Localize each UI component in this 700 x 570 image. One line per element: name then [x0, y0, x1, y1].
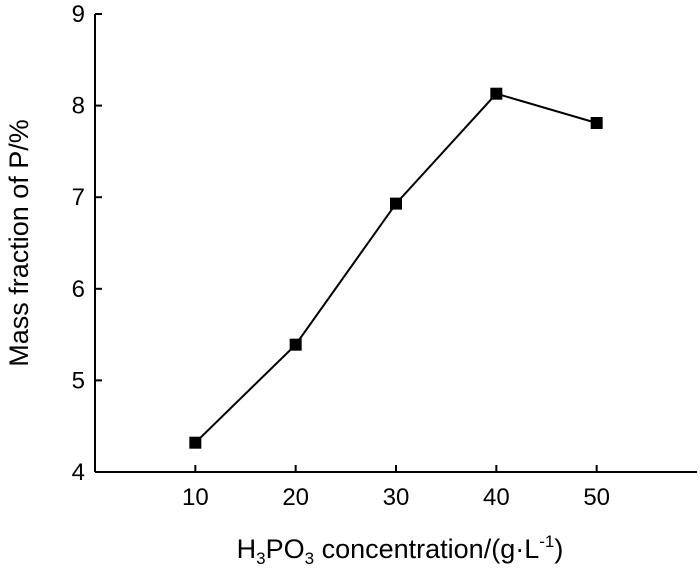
y-tick-label: 5 [72, 367, 85, 394]
axes: 4 5 6 7 8 9 10 20 30 40 50 [72, 1, 697, 511]
x-axis-title-part: 3 [305, 549, 314, 568]
y-axis-title: Mass fraction of P/% [4, 119, 34, 367]
x-axis-title: H3PO3 concentration/(g·L-1) [237, 532, 564, 568]
y-tick-label: 8 [72, 93, 85, 120]
data-point-marker [590, 117, 603, 130]
data-point-marker [189, 436, 202, 449]
data-series [189, 87, 603, 449]
y-tick-label: 9 [72, 1, 85, 28]
x-axis-title-part: H [237, 534, 257, 564]
x-axis-title-part: concentration/(g·L [314, 534, 539, 564]
series-line [194, 92, 597, 444]
x-axis-title-part: ) [554, 534, 563, 564]
y-tick-label: 4 [72, 459, 85, 486]
x-tick-label: 10 [182, 484, 209, 511]
x-tick-label: 40 [483, 484, 510, 511]
x-tick-label: 30 [383, 484, 410, 511]
data-point-marker [490, 87, 503, 100]
x-axis-title-part: PO [266, 534, 305, 564]
axis-labels: Mass fraction of P/%H3PO3 concentration/… [4, 119, 563, 568]
x-tick-label: 20 [282, 484, 309, 511]
x-tick-label: 50 [583, 484, 610, 511]
y-tick-label: 7 [72, 184, 85, 211]
x-axis-title-part: -1 [539, 532, 554, 551]
y-tick-label: 6 [72, 276, 85, 303]
data-point-marker [289, 338, 302, 351]
x-axis-title-part: 3 [256, 549, 265, 568]
data-point-marker [390, 197, 402, 210]
